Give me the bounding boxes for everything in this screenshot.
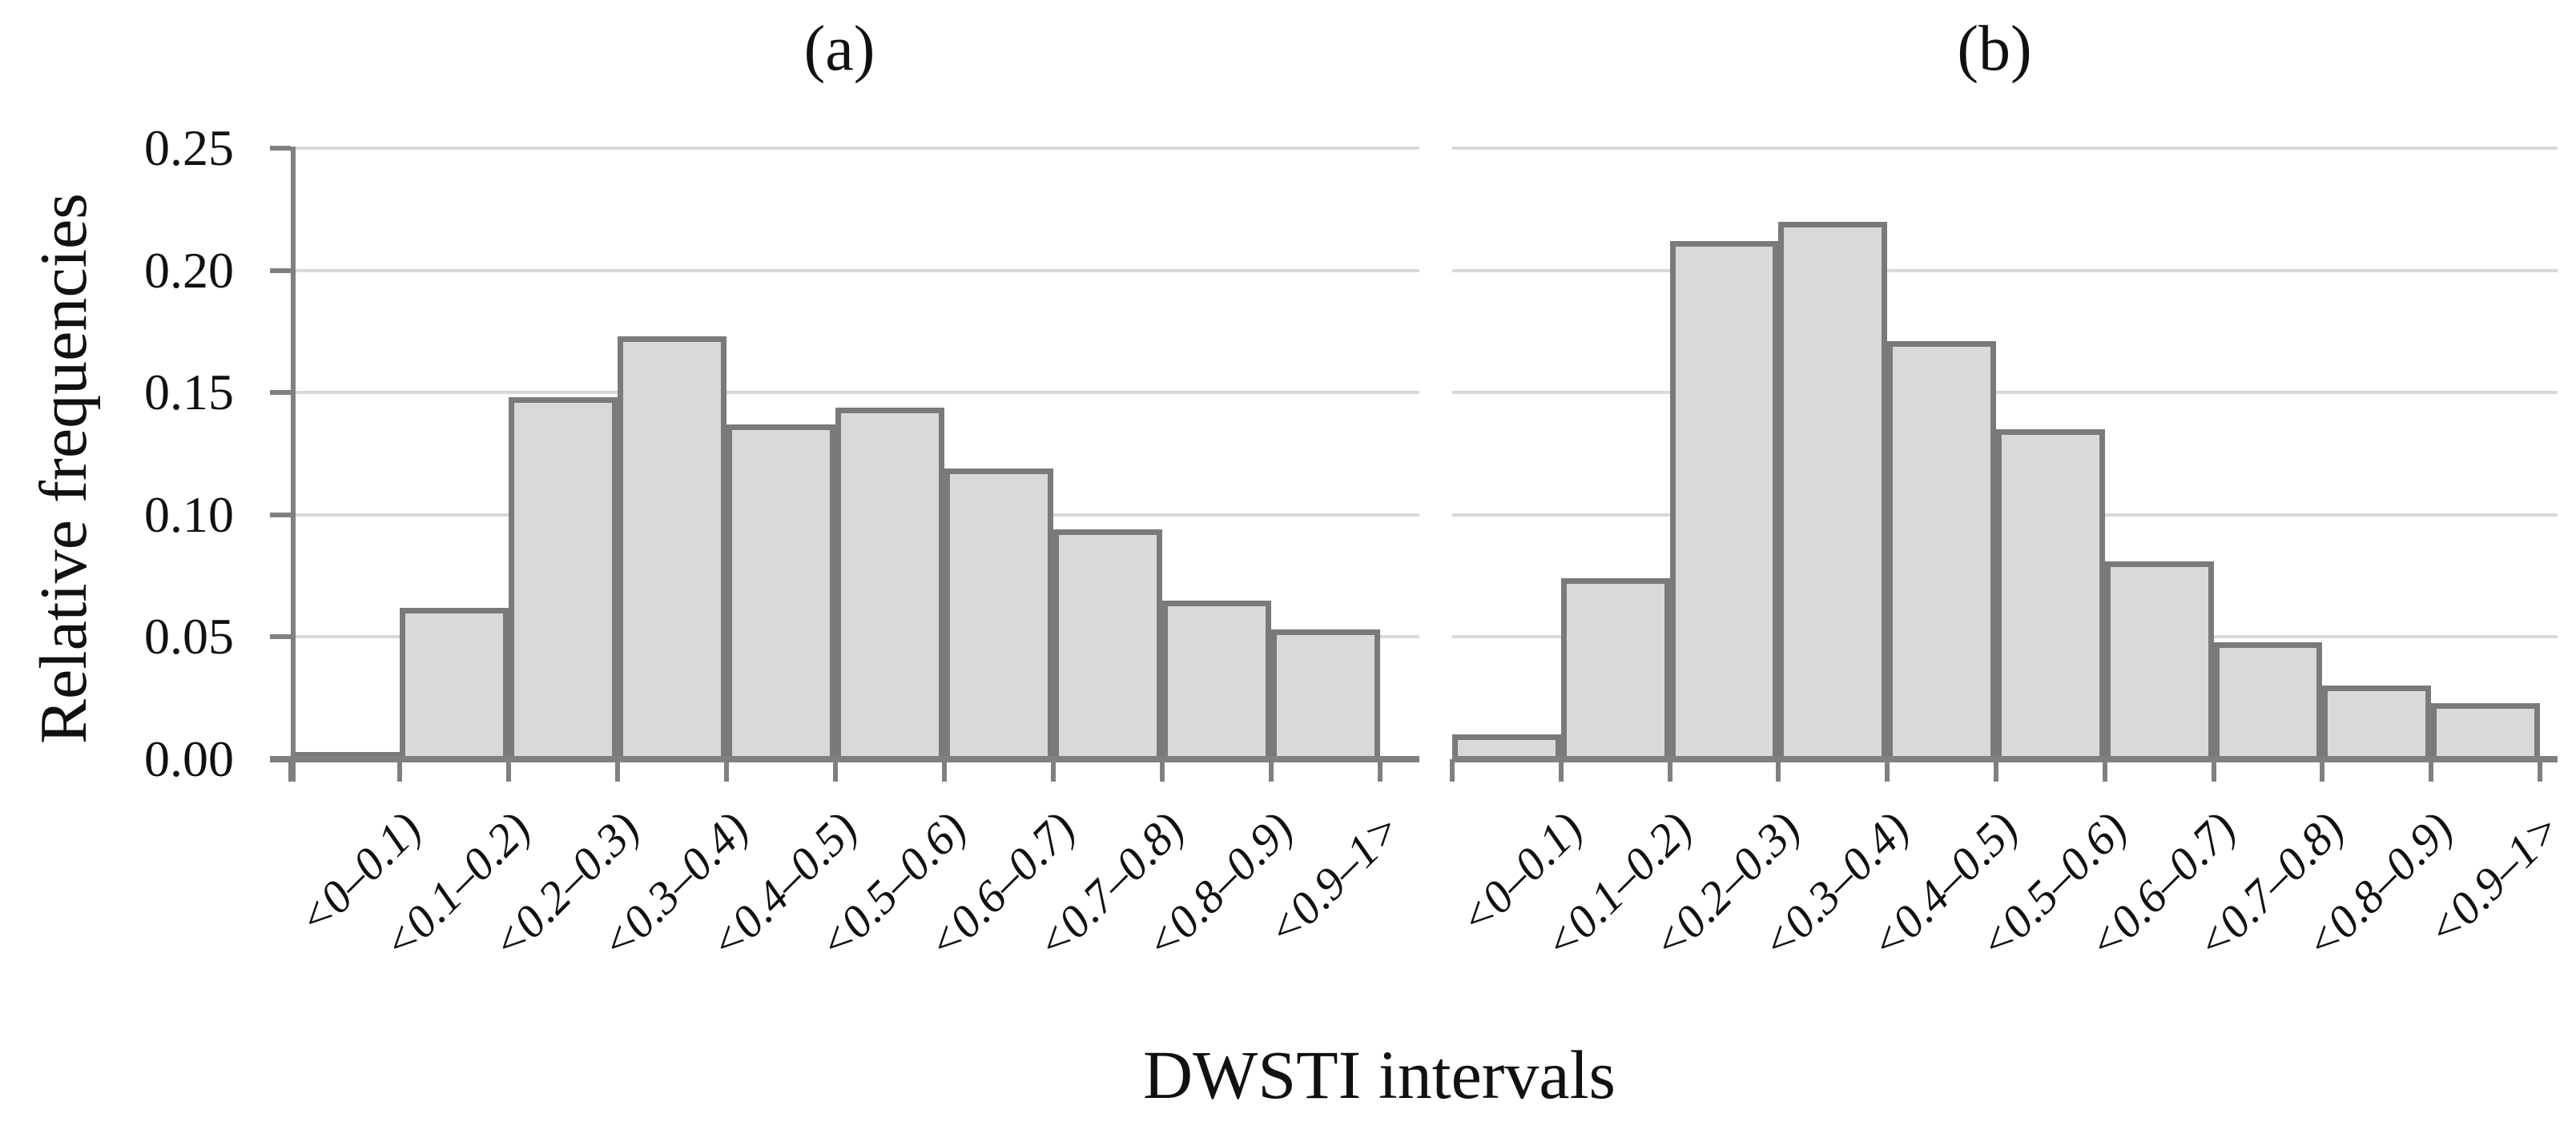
x-axis-line-b	[1452, 756, 2558, 762]
y-tick	[270, 146, 291, 151]
chart-b-bar-9	[2322, 686, 2431, 759]
x-tick-b	[2538, 759, 2542, 782]
x-tick-b	[2429, 759, 2433, 782]
chart-a-bar-2	[400, 608, 509, 759]
gridline-b	[1452, 147, 2558, 150]
y-tick-label-0.05: 0.05	[144, 608, 234, 665]
y-tick-label-0.10: 0.10	[144, 486, 234, 543]
y-tick-label-0.15: 0.15	[144, 364, 234, 420]
y-tick	[270, 390, 291, 395]
y-axis-line	[291, 147, 296, 782]
y-tick-label-0.20: 0.20	[144, 242, 234, 299]
x-tick-a	[615, 759, 620, 782]
chart-a-bar-4	[618, 336, 727, 759]
x-tick-b	[1885, 759, 1890, 782]
x-tick-b	[1668, 759, 1672, 782]
chart-a-bar-9	[1162, 601, 1271, 759]
y-tick	[270, 513, 291, 517]
chart-a-bar-8	[1053, 529, 1162, 759]
x-tick-a	[1378, 759, 1383, 782]
y-tick-label-0.25: 0.25	[144, 119, 234, 176]
chart-b-title: (b)	[1957, 14, 2032, 84]
chart-b-bar-5	[1887, 341, 1996, 759]
chart-b-bar-7	[2105, 561, 2214, 759]
gridline-b	[1452, 391, 2558, 394]
chart-a-bar-6	[835, 408, 944, 759]
x-tick-b	[1994, 759, 1998, 782]
x-tick-a	[833, 759, 838, 782]
x-tick-b	[2212, 759, 2216, 782]
chart-b-bar-1	[1452, 734, 1561, 759]
chart-a-bar-7	[944, 468, 1053, 759]
chart-b-bar-4	[1778, 222, 1887, 759]
x-tick-a	[724, 759, 729, 782]
gridline-a	[291, 391, 1419, 394]
gridline-a	[291, 147, 1419, 150]
y-tick	[270, 634, 291, 639]
x-tick-a	[397, 759, 402, 782]
x-tick-a	[1160, 759, 1165, 782]
x-tick-b	[1450, 759, 1455, 782]
x-tick-a	[506, 759, 511, 782]
chart-a-bar-3	[509, 397, 618, 759]
chart-b-bar-8	[2214, 642, 2322, 759]
x-tick-b	[2103, 759, 2107, 782]
chart-b-bar-10	[2431, 703, 2540, 759]
gridline-b	[1452, 269, 2558, 272]
chart-b-bar-2	[1561, 578, 1670, 759]
x-tick-b	[2320, 759, 2324, 782]
x-tick-a	[1051, 759, 1056, 782]
chart-b-bar-6	[1996, 429, 2105, 759]
chart-a-bar-5	[727, 424, 835, 759]
chart-b-bar-3	[1670, 241, 1778, 759]
x-tick-b	[1559, 759, 1564, 782]
x-tick-a	[942, 759, 947, 782]
y-tick	[270, 268, 291, 273]
x-axis-line-a	[270, 756, 1419, 762]
x-tick-a	[1269, 759, 1274, 782]
chart-a-title: (a)	[803, 14, 875, 84]
chart-a-bar-10	[1271, 629, 1380, 759]
gridline-a	[291, 269, 1419, 272]
x-tick-b	[1776, 759, 1781, 782]
y-tick-label-0.00: 0.00	[144, 730, 234, 787]
x-axis-title: DWSTI intervals	[1143, 1036, 1616, 1113]
